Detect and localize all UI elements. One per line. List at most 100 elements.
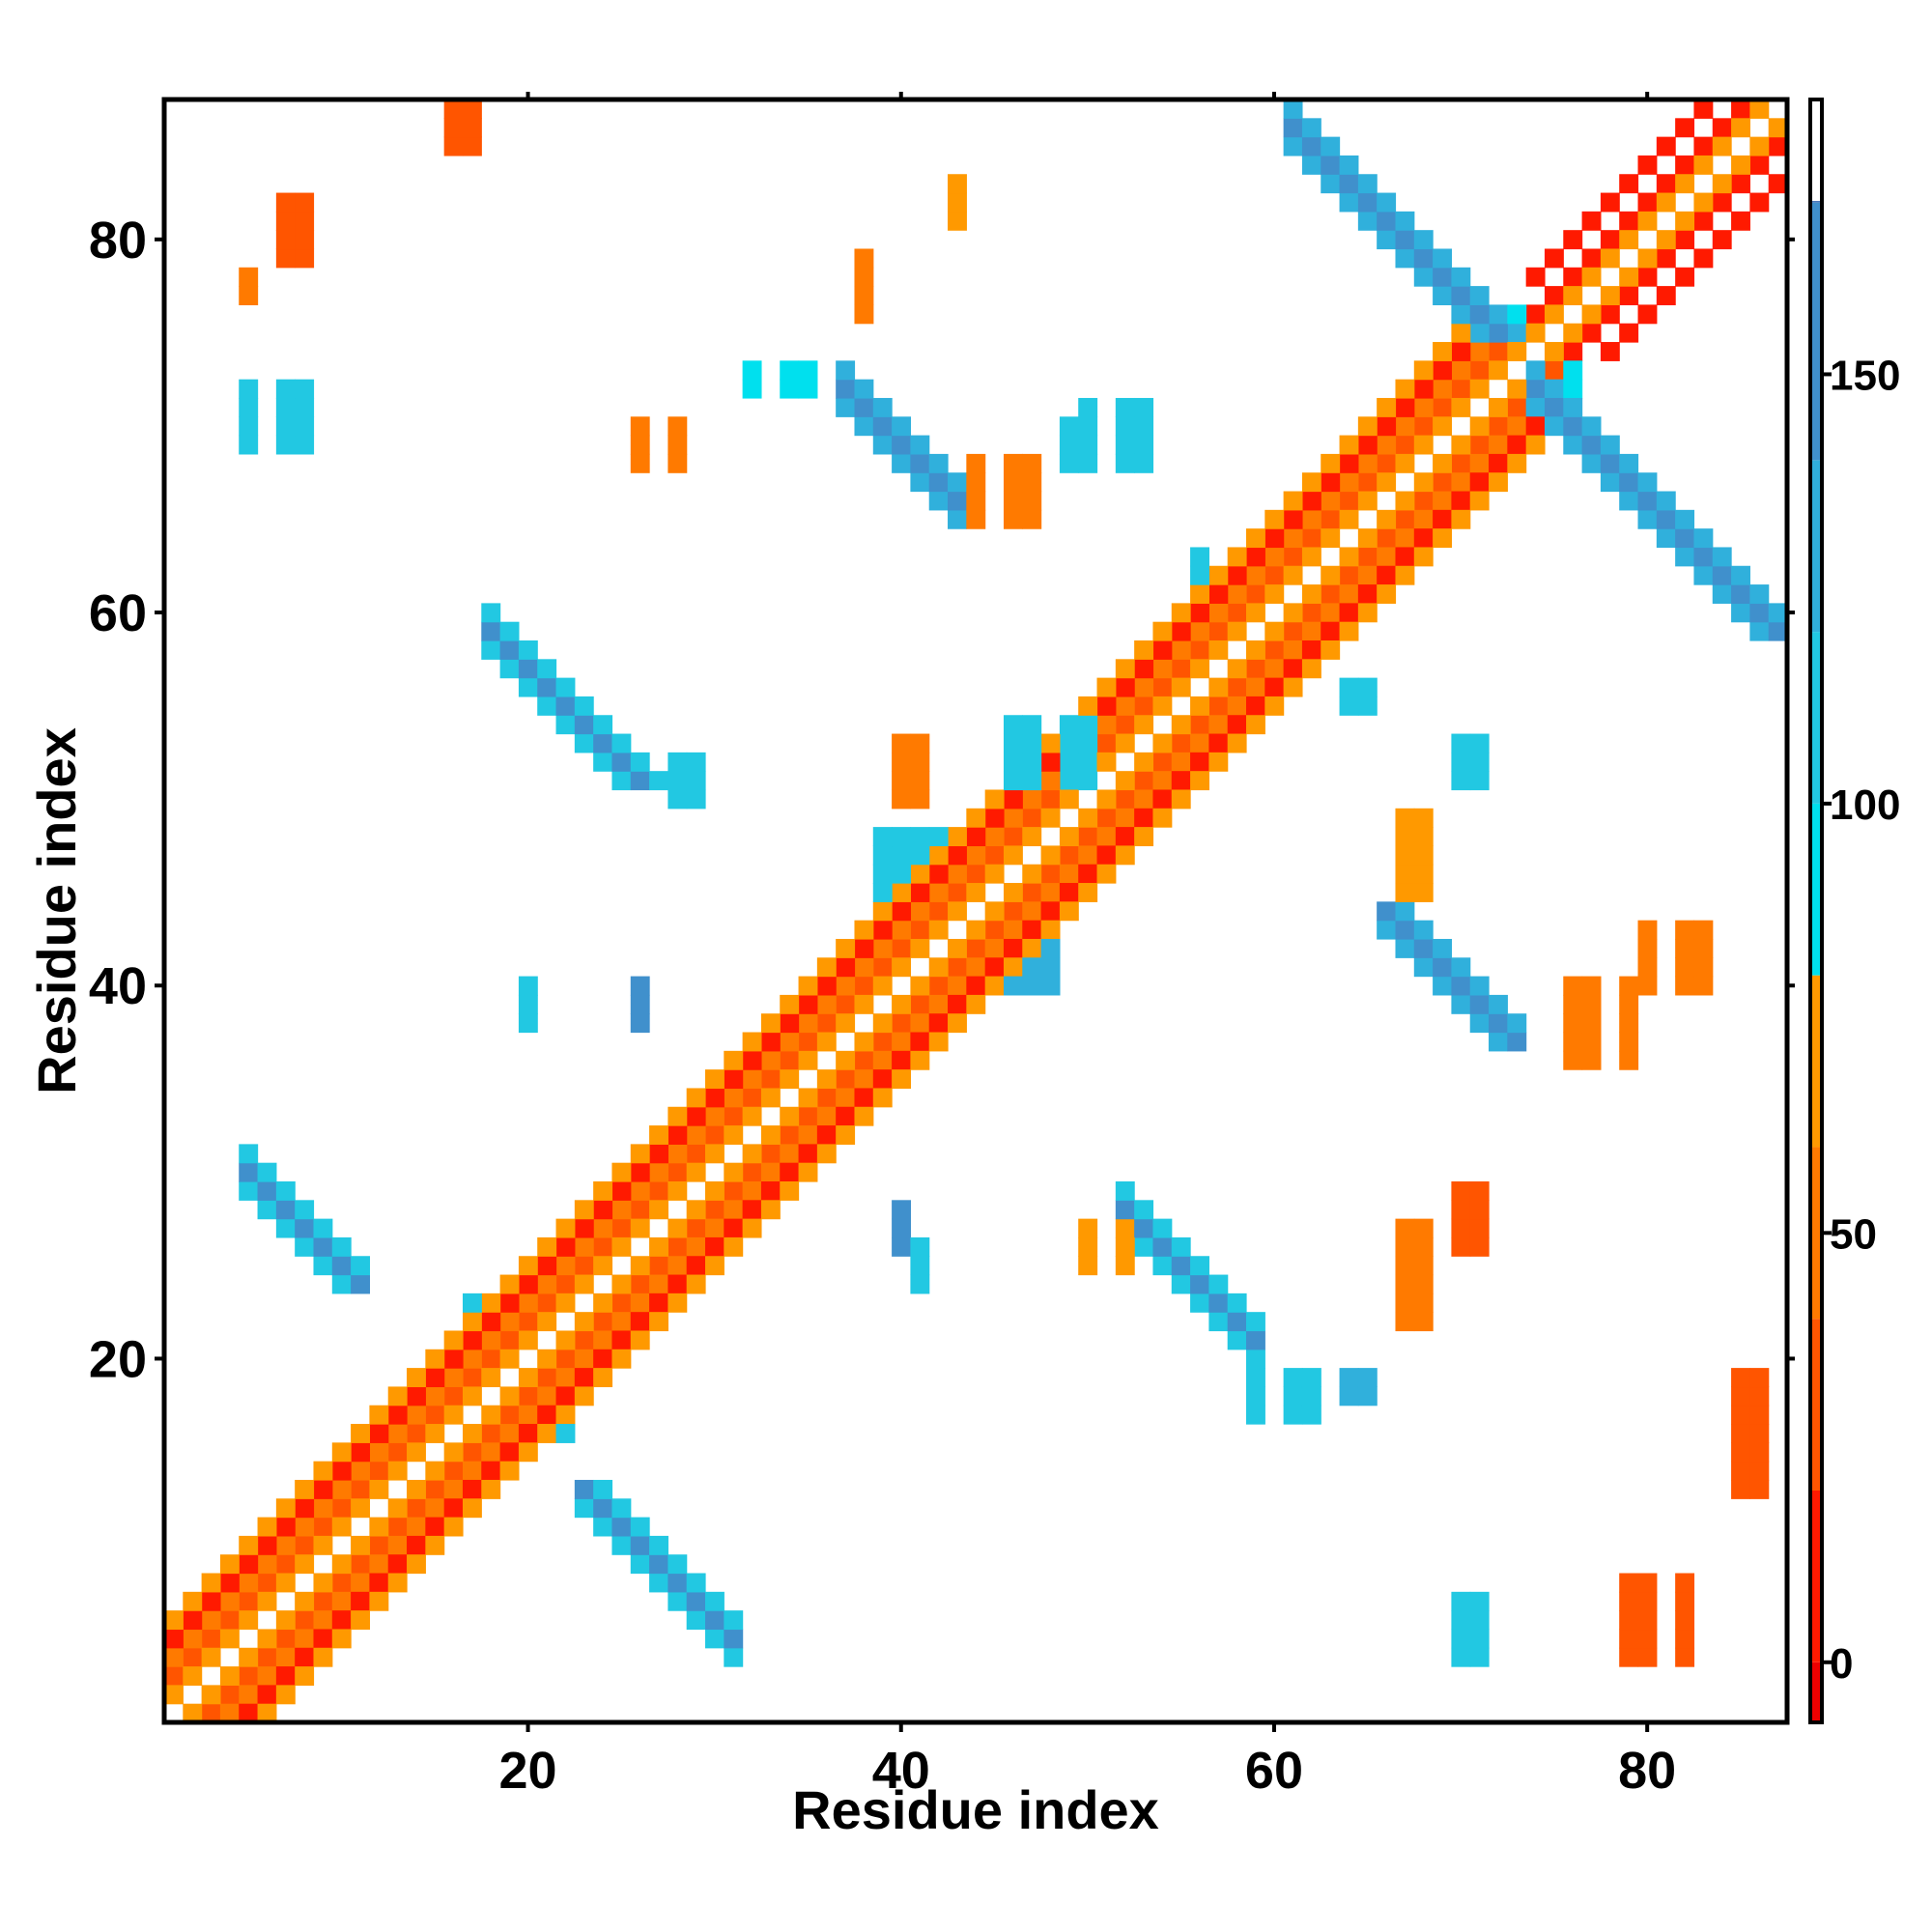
heatmap-cell bbox=[1619, 230, 1639, 250]
heatmap-cell bbox=[257, 1517, 277, 1537]
heatmap-cell bbox=[369, 1573, 389, 1593]
heatmap-cell bbox=[1357, 677, 1378, 697]
heatmap-cell bbox=[1451, 1647, 1471, 1667]
heatmap-cell bbox=[1469, 994, 1490, 1014]
heatmap-cell bbox=[966, 491, 986, 511]
heatmap-cell bbox=[1171, 715, 1191, 735]
heatmap-cell bbox=[1731, 603, 1750, 623]
heatmap-cell bbox=[295, 211, 315, 231]
heatmap-cell bbox=[1377, 435, 1397, 455]
heatmap-cell bbox=[854, 1088, 874, 1108]
heatmap-cell bbox=[854, 920, 874, 940]
heatmap-cell bbox=[1693, 136, 1714, 156]
heatmap-cell bbox=[1619, 323, 1639, 343]
heatmap-cell bbox=[742, 1106, 762, 1126]
heatmap-cell bbox=[1022, 491, 1042, 511]
heatmap-cell bbox=[836, 1013, 856, 1034]
heatmap-cell bbox=[574, 1218, 594, 1238]
heatmap-cell bbox=[948, 174, 967, 194]
heatmap-cell bbox=[481, 1442, 501, 1463]
heatmap-cell bbox=[1451, 1200, 1471, 1220]
heatmap-cell bbox=[257, 1666, 277, 1686]
heatmap-cell bbox=[1563, 360, 1583, 381]
heatmap-cell bbox=[1395, 1236, 1415, 1257]
heatmap-cell bbox=[872, 1013, 893, 1034]
heatmap-cell bbox=[1731, 99, 1750, 119]
heatmap-cell bbox=[518, 1405, 538, 1425]
heatmap-cell bbox=[407, 1386, 426, 1406]
heatmap-cell bbox=[1022, 938, 1042, 958]
heatmap-cell bbox=[537, 1424, 557, 1443]
heatmap-cell bbox=[295, 1200, 315, 1220]
heatmap-cell bbox=[1152, 733, 1173, 753]
heatmap-cell bbox=[1395, 901, 1415, 922]
heatmap-cell bbox=[1339, 1386, 1359, 1406]
heatmap-cell bbox=[1190, 621, 1209, 641]
heatmap-cell bbox=[630, 435, 650, 455]
colorbar-band bbox=[1810, 1662, 1822, 1722]
heatmap-cell bbox=[1413, 491, 1434, 511]
heatmap-cell bbox=[1413, 360, 1434, 381]
heatmap-cell bbox=[443, 1349, 464, 1369]
heatmap-cell bbox=[499, 659, 520, 679]
heatmap-cell bbox=[1637, 155, 1658, 175]
heatmap-cell bbox=[1208, 621, 1229, 641]
heatmap-cell bbox=[1413, 435, 1434, 455]
heatmap-cell bbox=[686, 789, 706, 810]
heatmap-cell bbox=[1600, 342, 1620, 361]
heatmap-cell bbox=[1377, 472, 1397, 493]
heatmap-cell bbox=[1395, 1312, 1415, 1332]
heatmap-cell bbox=[1413, 547, 1434, 567]
heatmap-cell bbox=[183, 1610, 203, 1631]
heatmap-cell bbox=[1675, 155, 1695, 175]
heatmap-cell bbox=[1600, 192, 1620, 213]
heatmap-cell bbox=[1022, 453, 1042, 473]
heatmap-cell bbox=[593, 1312, 613, 1332]
heatmap-cell bbox=[1768, 174, 1788, 194]
heatmap-cell bbox=[275, 230, 296, 250]
heatmap-cell bbox=[760, 1088, 781, 1108]
heatmap-cell bbox=[1208, 677, 1229, 697]
heatmap-cell bbox=[1003, 901, 1023, 922]
heatmap-cell bbox=[910, 938, 930, 958]
heatmap-cell bbox=[239, 1144, 259, 1164]
heatmap-cell bbox=[1059, 901, 1079, 922]
heatmap-cell bbox=[462, 1312, 482, 1332]
heatmap-cell bbox=[1078, 416, 1098, 437]
heatmap-cell bbox=[1003, 472, 1023, 493]
heatmap-cell bbox=[1600, 472, 1620, 493]
heatmap-cell bbox=[611, 1349, 632, 1369]
heatmap-cell bbox=[1134, 771, 1154, 791]
heatmap-cell bbox=[1301, 155, 1321, 175]
heatmap-cell bbox=[593, 1293, 613, 1313]
heatmap-cell bbox=[1171, 771, 1191, 791]
heatmap-cell bbox=[313, 1498, 333, 1519]
heatmap-cell bbox=[1078, 1218, 1098, 1238]
heatmap-cell bbox=[966, 808, 986, 828]
heatmap-cell bbox=[686, 1144, 706, 1164]
heatmap-cell bbox=[611, 1330, 632, 1350]
heatmap-cell bbox=[1731, 174, 1750, 194]
heatmap-cell bbox=[1731, 155, 1750, 175]
heatmap-cell bbox=[1078, 453, 1098, 473]
heatmap-cell bbox=[1246, 1386, 1265, 1406]
heatmap-cell bbox=[1749, 1424, 1770, 1443]
heatmap-cell bbox=[1451, 752, 1471, 772]
heatmap-cell bbox=[1619, 267, 1639, 287]
heatmap-cell bbox=[1451, 1610, 1471, 1631]
heatmap-cell bbox=[1096, 808, 1117, 828]
heatmap-cell bbox=[910, 435, 930, 455]
heatmap-cell bbox=[1339, 547, 1359, 567]
heatmap-cell bbox=[425, 1405, 445, 1425]
heatmap-cell bbox=[462, 1349, 482, 1369]
heatmap-cell bbox=[1433, 397, 1453, 417]
heatmap-cell bbox=[1190, 1256, 1209, 1276]
heatmap-cell bbox=[295, 1666, 315, 1686]
heatmap-cell bbox=[1040, 752, 1061, 772]
heatmap-cell bbox=[1433, 248, 1453, 269]
heatmap-cell bbox=[1040, 957, 1061, 978]
heatmap-cell bbox=[219, 1685, 240, 1705]
heatmap-cell bbox=[928, 1013, 949, 1034]
heatmap-cell bbox=[275, 1610, 296, 1631]
heatmap-cell bbox=[1581, 211, 1602, 231]
